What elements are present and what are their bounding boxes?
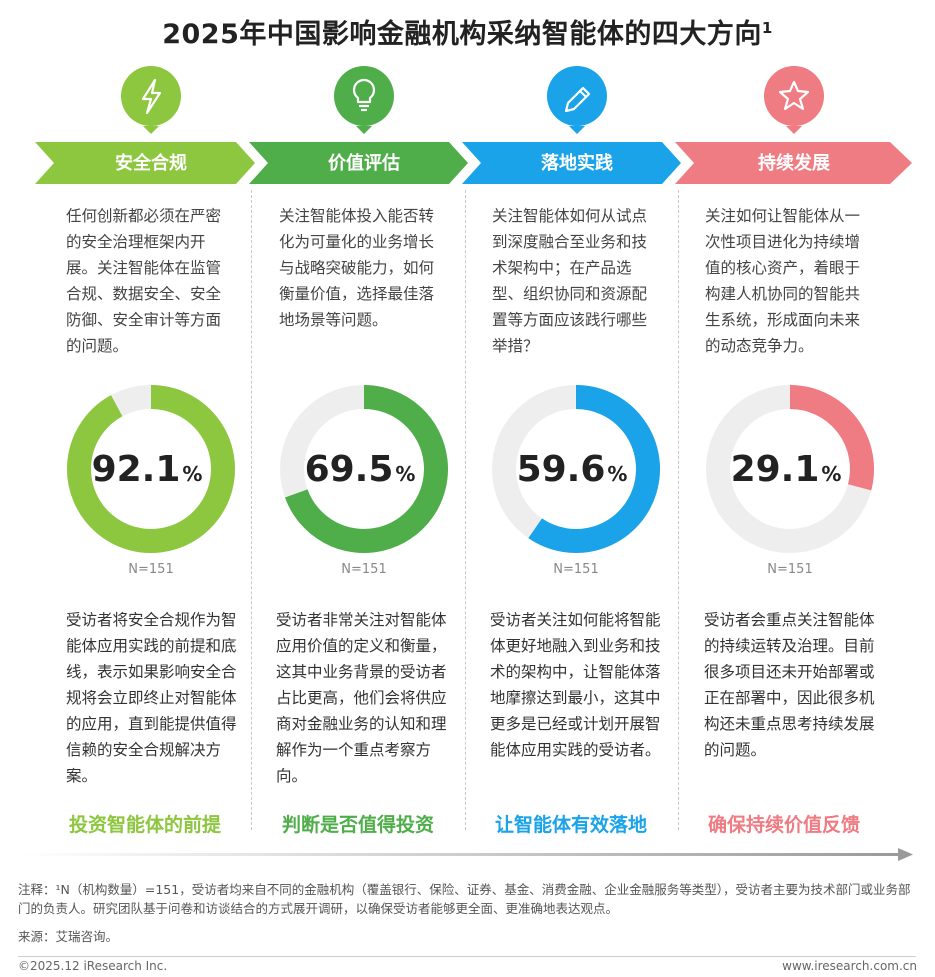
sample-size-1: N=151 [128, 562, 174, 577]
pencil-icon [564, 86, 591, 113]
value-label-2: 69.5% [305, 449, 416, 490]
lightbulb-icon [352, 78, 376, 112]
takeaway-1: 投资智能体的前提 [68, 814, 221, 836]
chevron-segment-1 [35, 142, 255, 184]
timeline-arrow [20, 848, 913, 861]
donut-chart-1: 92.1% [67, 385, 235, 553]
column-divider [678, 190, 679, 830]
value-label-3: 59.6% [517, 449, 628, 490]
column-divider [465, 190, 466, 830]
finding-4: 受访者会重点关注智能体的持续运转及治理。目前很多项目还未开始部署或正在部署中，因… [704, 611, 875, 759]
sample-size-4: N=151 [767, 562, 813, 577]
description-4: 关注如何让智能体从一次性项目进化为持续增值的核心资产，着眼于构建人机协同的智能共… [705, 207, 861, 355]
chevron-segment-2 [249, 142, 468, 184]
footer-divider [18, 956, 916, 957]
star-icon [778, 80, 810, 111]
website-link[interactable]: www.iresearch.com.cn [782, 959, 917, 973]
description-3: 关注智能体如何从试点到深度融合至业务和技术架构中；在产品选型、组织协同和资源配置… [492, 207, 648, 355]
banner-label-4: 持续发展 [758, 153, 830, 174]
donut-arc-4 [789, 385, 874, 491]
finding-3: 受访者关注如何能将智能体更好地融入到业务和技术的架构中，让智能体落地摩擦达到最小… [490, 611, 661, 759]
icon-circle-2 [334, 66, 394, 126]
description-1: 任何创新都必须在严密的安全治理框架内开展。关注智能体在监管合规、数据安全、安全防… [66, 207, 222, 355]
finding-1: 受访者将安全合规作为智能体应用实践的前提和底线，表示如果影响安全合规将会立即终止… [66, 611, 237, 785]
donut-chart-3: 59.6% [492, 385, 660, 553]
donut-chart-2: 69.5% [280, 385, 448, 553]
donut-arc-1 [67, 385, 235, 553]
takeaway-3: 让智能体有效落地 [494, 814, 647, 836]
donut-arc-2 [284, 385, 448, 553]
donut-arc-3 [528, 385, 660, 553]
chevron-segment-3 [462, 142, 681, 184]
source-note: 来源：艾瑞咨询。 [18, 929, 119, 944]
chevron-segment-4 [675, 142, 912, 184]
value-label-1: 92.1% [92, 449, 203, 490]
value-label-4: 29.1% [731, 449, 842, 490]
takeaway-4: 确保持续价值反馈 [707, 814, 860, 836]
description-2: 关注智能体投入能否转化为可量化的业务增长与战略突破能力，如何衡量价值，选择最佳落… [279, 207, 435, 329]
donut-chart-4: 29.1% [706, 385, 874, 553]
takeaway-2: 判断是否值得投资 [281, 814, 434, 836]
copyright: ©2025.12 iResearch Inc. [18, 959, 168, 973]
banner-label-1: 安全合规 [115, 153, 187, 174]
footnote: 注释：¹N（机构数量）=151，受访者均来自不同的金融机构（覆盖银行、保险、证券… [18, 882, 911, 916]
icon-circle-4 [764, 66, 824, 126]
finding-2: 受访者非常关注对智能体应用价值的定义和衡量，这其中业务背景的受访者占比更高，他们… [276, 611, 447, 785]
banner-label-2: 价值评估 [328, 153, 400, 174]
lightning-icon [141, 78, 162, 115]
page-title: 2025年中国影响金融机构采纳智能体的四大方向1 [162, 19, 773, 50]
icon-circle-3 [547, 66, 607, 126]
icon-circle-1 [121, 66, 181, 126]
sample-size-2: N=151 [341, 562, 387, 577]
column-divider [251, 190, 252, 830]
banner-label-3: 落地实践 [541, 153, 613, 174]
direction-arrow-banner [35, 66, 912, 184]
sample-size-3: N=151 [553, 562, 599, 577]
